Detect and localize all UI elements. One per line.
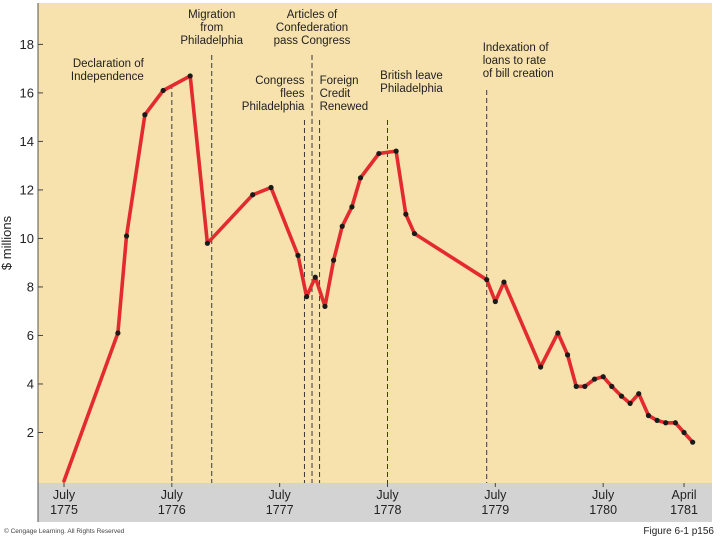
data-point-8 — [268, 184, 274, 191]
annotation-label-1-line-2: Philadelphia — [180, 35, 243, 47]
data-point-10 — [304, 294, 310, 300]
data-point-30 — [600, 374, 606, 380]
x-tick-label-5-line-1: 1780 — [589, 503, 617, 517]
series-group — [62, 73, 696, 483]
data-point-15 — [349, 204, 355, 210]
data-point-17 — [376, 150, 382, 157]
x-tick-label-0-line-0: July — [53, 488, 76, 502]
data-point-38 — [672, 420, 679, 426]
data-point-9 — [295, 252, 301, 259]
x-tick-label-6-line-0: April — [672, 488, 697, 502]
x-tick-label-3-line-1: 1778 — [374, 503, 402, 517]
annotation-label-2-line-0: Congress — [255, 75, 304, 87]
x-tick-label-2-line-1: 1777 — [266, 503, 294, 517]
data-point-40 — [690, 439, 696, 445]
annotation-label-2-line-2: Philadelphia — [242, 101, 305, 113]
y-tick-label-4: 4 — [27, 376, 34, 391]
data-point-21 — [484, 277, 490, 283]
data-point-6 — [204, 240, 211, 246]
data-point-22 — [492, 298, 498, 305]
y-tick-label-2: 2 — [27, 425, 34, 440]
data-point-33 — [627, 400, 633, 406]
data-point-11 — [312, 274, 318, 280]
y-tick-label-8: 8 — [27, 279, 34, 294]
annotation-label-3-line-2: pass Congress — [274, 35, 351, 47]
annotation-label-3-line-0: Articles of — [287, 9, 338, 21]
annotation-label-6-line-2: of bill creation — [483, 68, 554, 80]
x-tick-label-6-line-1: 1781 — [670, 503, 698, 517]
data-point-19 — [403, 211, 409, 217]
annotation-label-0-line-0: Declaration of — [73, 58, 145, 70]
y-tick-label-6: 6 — [27, 328, 34, 343]
data-point-35 — [645, 412, 652, 419]
y-tick-label-14: 14 — [20, 134, 34, 149]
y-axis-title: $ millions — [0, 215, 14, 270]
x-tick-label-4-line-0: July — [484, 488, 507, 502]
x-tick-label-1-line-0: July — [161, 488, 184, 502]
data-point-23 — [501, 279, 507, 285]
y-tick-label-18: 18 — [20, 37, 34, 52]
figure-reference: Figure 6-1 p156 — [643, 526, 714, 537]
data-point-24 — [538, 364, 544, 370]
data-point-31 — [609, 383, 615, 389]
annotation-label-6-line-0: Indexation of — [483, 42, 550, 54]
annotation-label-1-line-0: Migration — [188, 9, 235, 21]
x-tick-label-2-line-0: July — [269, 488, 292, 502]
x-tick-label-3-line-0: July — [376, 488, 399, 502]
data-point-37 — [663, 420, 669, 426]
data-point-26 — [564, 352, 571, 358]
annotations: Declaration ofIndependenceMigrationfromP… — [71, 9, 554, 483]
y-tick-label-12: 12 — [20, 182, 34, 197]
data-point-1 — [115, 330, 121, 336]
y-axis: 2 4 6 8 10 12 14 16 18 — [20, 37, 43, 440]
data-point-29 — [591, 376, 598, 382]
annotation-label-5-line-1: Philadelphia — [380, 83, 443, 95]
data-point-34 — [636, 391, 642, 397]
data-point-4 — [160, 87, 166, 94]
annotation-label-2-line-1: flees — [280, 88, 305, 100]
data-point-13 — [330, 257, 337, 263]
data-point-3 — [142, 112, 148, 118]
annotation-label-4-line-1: Credit — [320, 88, 351, 100]
annotation-label-5-line-0: British leave — [380, 70, 443, 82]
data-point-7 — [250, 192, 256, 198]
annotation-label-0-line-1: Independence — [71, 71, 144, 83]
x-tick-label-5-line-0: July — [592, 488, 615, 502]
plot-background — [38, 3, 712, 483]
data-point-18 — [393, 148, 399, 154]
data-point-39 — [681, 429, 687, 436]
data-point-36 — [654, 417, 660, 423]
data-point-20 — [411, 230, 418, 237]
annotation-label-4-line-0: Foreign — [320, 75, 359, 87]
data-point-2 — [123, 233, 130, 239]
data-point-32 — [618, 393, 625, 399]
annotation-label-3-line-1: Confederation — [276, 22, 348, 34]
x-tick-label-1-line-1: 1776 — [158, 503, 186, 517]
data-point-14 — [339, 223, 345, 229]
x-tick-label-0-line-1: 1775 — [50, 503, 78, 517]
annotation-label-1-line-1: from — [200, 22, 223, 34]
data-point-27 — [573, 383, 579, 389]
y-tick-label-10: 10 — [20, 231, 34, 246]
x-axis: July1775July1776July1777July1778July1779… — [50, 483, 698, 517]
data-point-28 — [582, 383, 588, 389]
annotation-label-6-line-1: loans to rate — [483, 55, 546, 67]
data-point-25 — [555, 330, 561, 336]
data-point-12 — [322, 303, 328, 309]
y-tick-label-16: 16 — [20, 85, 34, 100]
data-point-5 — [187, 73, 193, 79]
copyright-notice: © Cengage Learning. All Rights Reserved — [4, 528, 125, 535]
annotation-label-4-line-2: Renewed — [320, 101, 369, 113]
data-point-16 — [357, 175, 364, 181]
x-tick-label-4-line-1: 1779 — [481, 503, 509, 517]
x-axis-band — [38, 483, 712, 522]
